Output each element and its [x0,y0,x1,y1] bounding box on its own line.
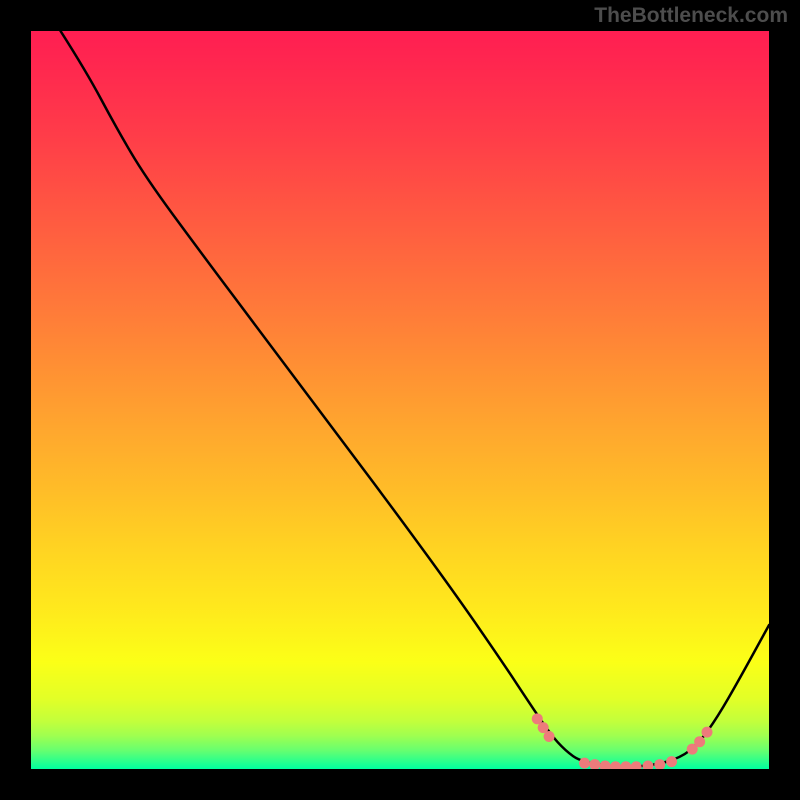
marker-dot [579,758,590,769]
chart-frame: TheBottleneck.com [0,0,800,800]
gradient-background [31,31,769,769]
plot-svg [31,31,769,769]
marker-dot [702,727,713,738]
marker-dot [544,731,555,742]
plot-area [31,31,769,769]
watermark-label: TheBottleneck.com [594,4,788,28]
marker-dot [694,736,705,747]
marker-dot [666,756,677,767]
